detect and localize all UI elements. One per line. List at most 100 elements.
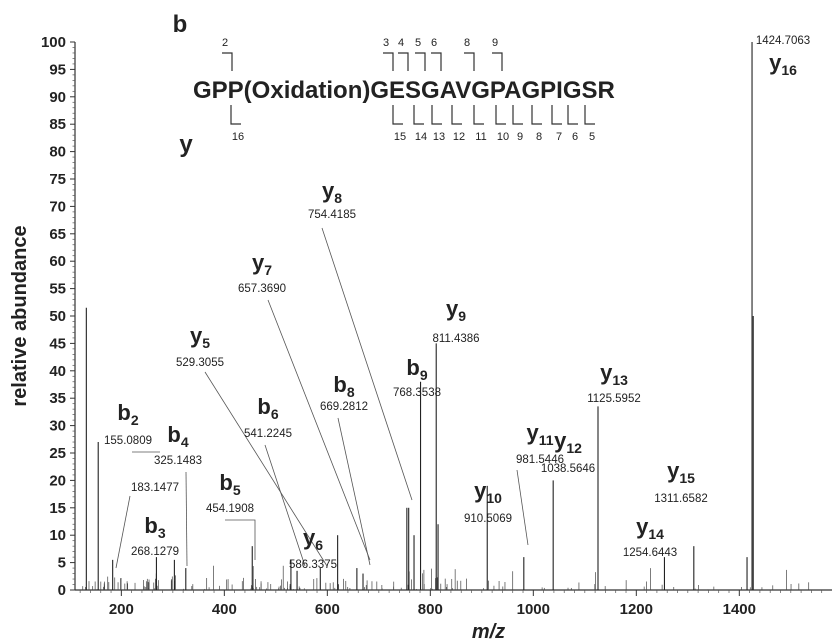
leader-line — [225, 519, 256, 560]
ion-label: y16 — [769, 50, 797, 78]
ion-label: b2 — [117, 400, 138, 428]
ion-letter: y — [769, 50, 782, 75]
y-tick-label: 65 — [49, 226, 66, 243]
y-tick-label: 90 — [49, 89, 66, 106]
leader-line — [267, 299, 371, 561]
y-ion-index: 7 — [556, 131, 562, 143]
leader-line — [115, 495, 131, 569]
peak-mass-label: 325.1483 — [154, 455, 202, 467]
b-ion-index: 9 — [492, 37, 498, 49]
b-ion-index: 2 — [222, 37, 228, 49]
leader-line — [321, 227, 413, 501]
ion-index: 11 — [539, 432, 554, 448]
ion-letter: y — [322, 178, 335, 203]
ion-letter: y — [446, 296, 459, 321]
ion-letter: b — [117, 400, 130, 425]
y-ion-index: 6 — [572, 131, 578, 143]
ion-index: 6 — [271, 406, 279, 422]
b-cleavage-bracket — [398, 52, 409, 71]
y-cleavage-bracket — [473, 105, 484, 125]
x-tick-label: 200 — [109, 601, 134, 618]
ion-label: y13 — [600, 360, 628, 388]
y-tick-label: 100 — [41, 34, 66, 51]
leader-line — [204, 371, 328, 567]
x-tick-label: 1400 — [723, 601, 756, 618]
peak-mass-label: 1311.6582 — [654, 493, 708, 505]
ion-label: y10 — [474, 478, 502, 506]
y-tick-label: 40 — [49, 363, 66, 380]
peak-mass-label: 586.3375 — [289, 559, 337, 571]
leader-line — [337, 417, 371, 566]
peak-mass-label: 981.5446 — [516, 454, 564, 466]
ion-label: y6 — [303, 525, 323, 553]
ion-index: 5 — [233, 482, 241, 498]
y-cleavage-bracket — [230, 105, 241, 125]
ion-letter: y — [600, 360, 613, 385]
b-cleavage-bracket — [492, 52, 503, 71]
ion-label: b6 — [257, 394, 278, 422]
ion-letter: y — [526, 420, 539, 445]
ion-letter: b — [167, 422, 180, 447]
peak-mass-label: 155.0809 — [104, 435, 152, 447]
y-tick-label: 75 — [49, 171, 66, 188]
ion-letter: y — [252, 250, 265, 275]
x-tick-label: 600 — [315, 601, 340, 618]
y-ion-index: 10 — [497, 131, 509, 143]
ion-index: 4 — [181, 434, 189, 450]
x-axis-title: m/z — [472, 621, 505, 640]
y-tick-label: 20 — [49, 472, 66, 489]
y-ion-index: 11 — [475, 131, 486, 143]
ion-index: 8 — [334, 190, 342, 206]
y-cleavage-bracket — [512, 105, 523, 125]
y-cleavage-bracket — [451, 105, 462, 125]
peak-mass-label: 1254.6443 — [623, 547, 677, 559]
y-tick-label: 95 — [49, 61, 66, 78]
b-ion-index: 5 — [415, 37, 421, 49]
peak-mass-label: 754.4185 — [308, 209, 356, 221]
ion-label: y5 — [190, 323, 210, 351]
peak-mass-label: 183.1477 — [131, 482, 179, 494]
b-series-label: b — [173, 11, 188, 38]
y-tick-label: 10 — [49, 527, 66, 544]
x-tick-label: 800 — [418, 601, 443, 618]
ion-label: b5 — [219, 470, 240, 498]
y-cleavage-bracket — [567, 105, 578, 125]
x-tick-label: 400 — [212, 601, 237, 618]
ion-label: b3 — [144, 513, 165, 541]
peak-mass-label: 657.3690 — [238, 283, 286, 295]
ion-label: b8 — [333, 372, 354, 400]
ion-index: 8 — [347, 384, 355, 400]
y-tick-label: 35 — [49, 390, 66, 407]
ion-label: y9 — [446, 296, 466, 324]
ion-index: 15 — [679, 470, 695, 486]
ion-letter: b — [333, 372, 346, 397]
peak-mass-label: 768.3538 — [393, 387, 441, 399]
y-cleavage-bracket — [584, 105, 595, 125]
y-tick-label: 50 — [49, 308, 66, 325]
peptide-sequence: GPP(Oxidation)GESGAVGPAGPIGSR — [193, 77, 615, 104]
y-tick-label: 45 — [49, 335, 66, 352]
ion-index: 12 — [566, 440, 582, 456]
x-tick-label: 1000 — [517, 601, 550, 618]
ion-index: 14 — [648, 526, 664, 542]
leader-line — [185, 471, 188, 567]
b-ion-index: 4 — [398, 37, 404, 49]
ion-letter: b — [219, 470, 232, 495]
ion-letter: y — [667, 458, 680, 483]
b-cleavage-bracket — [415, 52, 426, 71]
ion-index: 5 — [202, 335, 210, 351]
ion-index: 10 — [486, 490, 502, 506]
y-tick-label: 55 — [49, 281, 66, 298]
b-cleavage-bracket — [222, 52, 233, 71]
y-tick-label: 70 — [49, 198, 66, 215]
ion-letter: y — [303, 525, 316, 550]
ion-index: 6 — [315, 537, 323, 553]
y-ion-index: 9 — [517, 131, 523, 143]
ion-index: 9 — [420, 367, 428, 383]
y-ion-index: 8 — [536, 131, 542, 143]
y-cleavage-bracket — [495, 105, 506, 125]
peak-mass-label: 811.4386 — [432, 333, 479, 345]
ion-letter: y — [554, 428, 567, 453]
ion-label: y11 — [526, 420, 553, 448]
y-ion-index: 16 — [232, 131, 244, 143]
